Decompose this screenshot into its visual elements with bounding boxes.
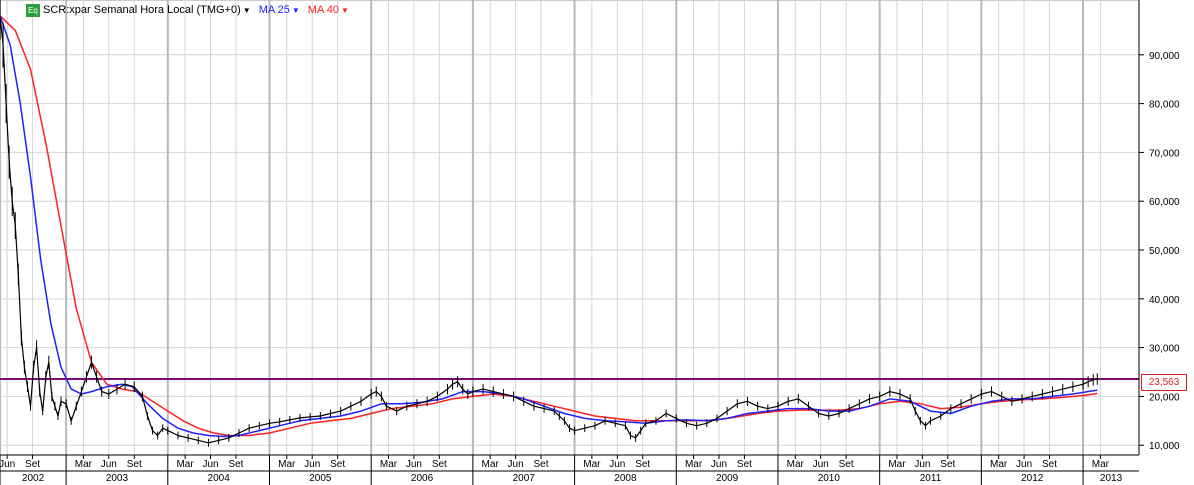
x-tick-label: Mar [888,459,906,470]
x-tick-label: Set [635,459,650,470]
x-tick-label: Jun [711,459,727,470]
symbol-dropdown-icon[interactable]: ▼ [242,5,251,15]
year-label: 2005 [309,473,332,484]
price-series [0,0,1098,447]
x-tick-label: Mar [787,459,805,470]
x-tick-label: Set [940,459,955,470]
x-tick-label: Set [534,459,549,470]
x-tick-label: Set [330,459,345,470]
x-tick-label: Mar [278,459,296,470]
equity-badge[interactable]: Eq [26,3,40,17]
x-tick-label: Set [839,459,854,470]
x-tick-label: Jun [813,459,829,470]
year-label: 2004 [208,473,231,484]
x-tick-label: Jun [914,459,930,470]
x-tick-label: Jun [406,459,422,470]
x-tick-label: Jun [101,459,117,470]
x-tick-label: Mar [176,459,194,470]
x-tick-label: Mar [380,459,398,470]
year-label: 2012 [1021,473,1044,484]
y-tick-label: 70,000 [1149,148,1180,159]
symbol-label[interactable]: SCR:xpar Semanal Hora Local (TMG+0) [43,4,241,16]
y-axis-panel [1139,0,1194,485]
x-tick-label: Mar [75,459,93,470]
x-tick-label: Set [25,459,40,470]
chart-legend: Eq SCR:xpar Semanal Hora Local (TMG+0) ▼… [26,3,357,17]
y-tick-label: 90,000 [1149,51,1180,62]
x-tick-label: Jun [0,459,15,470]
x-tick-label: Jun [1016,459,1032,470]
x-axis: Jun Set Mar Jun Set Mar Jun Set Mar Jun Set Mar Jun S… [0,455,1139,485]
ma25-label[interactable]: MA 25 [258,4,290,16]
year-label: 2002 [22,473,45,484]
x-tick-label: Mar [583,459,601,470]
x-tick-label: Mar [482,459,500,470]
price-line [0,15,1098,444]
x-tick-label: Set [432,459,447,470]
x-tick-label: Jun [508,459,524,470]
y-tick-label: 40,000 [1149,295,1180,306]
x-tick-label: Set [1042,459,1057,470]
x-tick-label: Set [127,459,142,470]
year-label: 2011 [920,473,942,484]
year-label: 2003 [106,473,129,484]
y-tick-label: 30,000 [1149,344,1180,355]
year-label: 2007 [513,473,536,484]
ma40-label[interactable]: MA 40 [307,4,339,16]
x-tick-label: Mar [990,459,1008,470]
x-tick-label: Set [737,459,752,470]
x-axis-panel [0,455,1139,485]
year-label: 2008 [614,473,637,484]
year-label: 2013 [1100,473,1123,484]
year-label: 2006 [411,473,434,484]
last-value-badge: 23,563 [1141,374,1187,391]
x-tick-label: Mar [1092,459,1110,470]
ma40-dropdown-icon[interactable]: ▼ [340,5,349,15]
x-tick-label: Jun [202,459,218,470]
x-tick-label: Mar [685,459,703,470]
y-tick-label: 80,000 [1149,100,1180,111]
year-label: 2010 [818,473,841,484]
y-axis: 10,000 20,000 30,000 40,000 50,000 60,000 70,0… [1139,51,1180,452]
y-tick-label: 10,000 [1149,441,1180,452]
x-tick-label: Jun [304,459,320,470]
y-tick-label: 60,000 [1149,197,1180,208]
y-tick-label: 20,000 [1149,392,1180,403]
year-label: 2009 [716,473,739,484]
y-tick-label: 50,000 [1149,246,1180,257]
plot-background [0,0,1140,456]
x-tick-label: Set [228,459,243,470]
x-tick-label: Jun [609,459,625,470]
ma25-dropdown-icon[interactable]: ▼ [291,5,300,15]
